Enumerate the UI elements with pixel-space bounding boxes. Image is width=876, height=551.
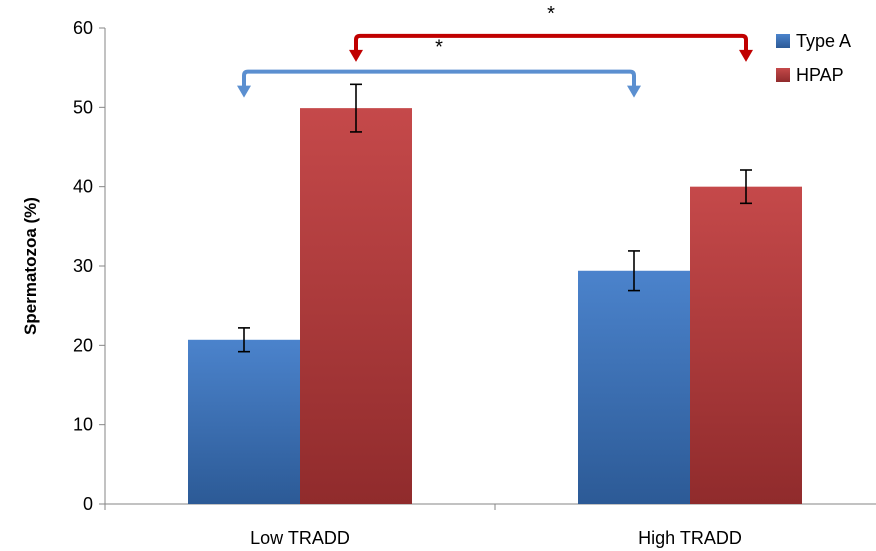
bars — [188, 108, 802, 505]
error-bars — [238, 83, 752, 353]
legend: Type A HPAP — [776, 31, 851, 85]
bar-type-a-0 — [188, 339, 300, 504]
significance-bracket-type-a: * — [237, 36, 641, 98]
significance-bracket-hpap: * — [349, 3, 753, 62]
y-tick-label: 40 — [73, 177, 93, 197]
legend-item-hpap: HPAP — [776, 65, 844, 85]
y-tick-label: 60 — [73, 18, 93, 38]
y-tick-label: 0 — [83, 494, 93, 514]
x-category-label: Low TRADD — [250, 528, 350, 548]
labels: 0 10 20 30 40 50 60 Low TRADD High TRADD Spermato… — [21, 18, 742, 548]
bracket-line — [354, 33, 748, 54]
bracket-arrowhead — [237, 85, 251, 98]
bar-type-a-1 — [578, 270, 690, 504]
legend-swatch — [776, 34, 790, 48]
significance-brackets: ** — [237, 3, 753, 98]
bracket-arrowhead — [739, 49, 753, 62]
y-tick-label: 50 — [73, 97, 93, 117]
y-tick-label: 20 — [73, 335, 93, 355]
y-tick-label: 30 — [73, 256, 93, 276]
legend-swatch — [776, 68, 790, 82]
legend-item-type-a: Type A — [776, 31, 851, 51]
significance-star: * — [547, 3, 555, 25]
bracket-arrowhead — [349, 49, 363, 62]
y-tick-label: 10 — [73, 415, 93, 435]
y-axis-title: Spermatozoa (%) — [21, 197, 40, 335]
bracket-line — [242, 69, 636, 90]
bar-hpap-0 — [300, 108, 412, 505]
bar-hpap-1 — [690, 186, 802, 504]
bracket-arrowhead — [627, 85, 641, 98]
x-category-label: High TRADD — [638, 528, 742, 548]
significance-star: * — [435, 36, 443, 58]
legend-label: Type A — [796, 31, 851, 51]
legend-label: HPAP — [796, 65, 844, 85]
